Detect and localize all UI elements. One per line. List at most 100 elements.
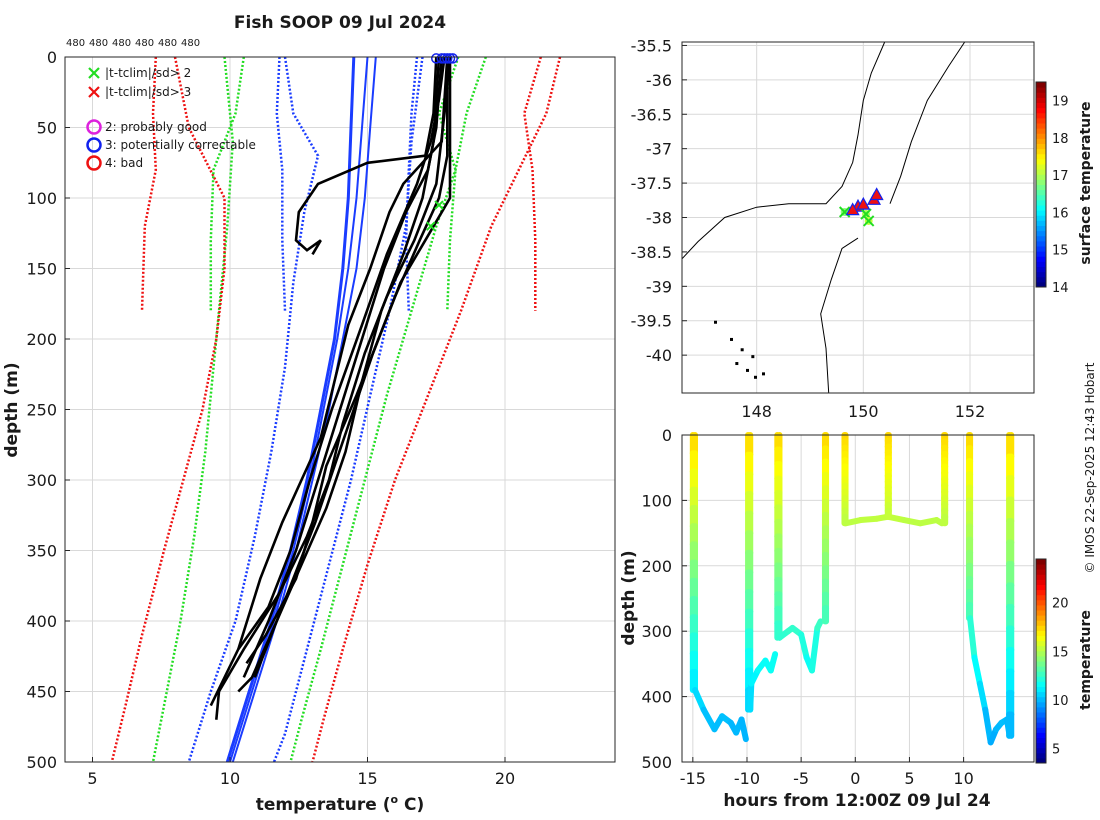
map-ytick-label: -39 [646,277,672,296]
depth-time-colorbar-segment [1036,732,1046,738]
map-ytick-label: -38.5 [631,243,672,262]
map-colorbar-segment [1036,174,1046,180]
map-xtick-label: 152 [955,402,986,421]
profile-xtick-label: 10 [220,769,240,788]
map-panel: 148 150 152 -35.5 -36 -36.5 -37 -37.5 -38 -38.5 -3… [631,36,1094,421]
top-count-label: 480 [66,38,85,49]
climatology-line [110,56,226,763]
depth-time-colorbar-segment [1036,559,1046,565]
profile-ytick-label: 400 [26,612,57,631]
outlier-2sd-marker [434,200,444,210]
cast-bottom-segment [700,706,718,733]
map-colorbar-tick-label: 16 [1052,206,1069,221]
profile-xtick-label: 20 [495,769,515,788]
depth-time-colorbar-tick-label: 15 [1052,645,1069,660]
depth-time-colorbar-tick-label: 5 [1052,742,1060,757]
flag-3-marker [442,53,453,64]
map-colorbar-segment [1036,276,1046,283]
legend-circle-marker [86,137,102,153]
depth-time-colorbar-segment [1036,696,1046,703]
map-colorbar-segment [1036,87,1046,93]
map-ytick-label: -36 [646,71,672,90]
cast-bottom-segment [971,654,983,687]
map-colorbar-segment [1036,220,1046,226]
climatology-line [231,56,377,763]
depth-time-ytick-label: 500 [641,753,672,772]
map-colorbar-segment [1036,138,1046,144]
cast-bottom-segment [933,517,945,527]
cast-bottom-segment [808,624,821,674]
map-grid [682,42,1034,393]
map-points [838,187,884,227]
map-colorbar-segment [1036,82,1046,88]
depth-time-colorbar-segment [1036,752,1046,759]
map-ytick-label: -39.5 [631,312,672,331]
temperature-profile [242,56,443,678]
climatology-line [437,56,460,311]
top-counts: 480 480 480 480 480 480 [66,38,200,49]
map-xtick-label: 148 [741,402,772,421]
map-ytick-label: -37.5 [631,174,672,193]
map-colorbar-segment [1036,133,1046,139]
climatology-line [272,56,424,763]
map-colorbar-segment [1036,189,1046,196]
depth-time-colorbar-segment [1036,584,1046,591]
legend-label: 3: potentially correctable [105,138,256,152]
map-colorbar: 14 15 16 17 18 19 [1035,81,1069,296]
map-colorbar-segment [1036,215,1046,221]
island-marker [730,337,733,341]
depth-time-xtick-label: 5 [904,769,914,788]
profile-ytick-label: 150 [26,260,57,279]
legend-x-marker [88,67,100,79]
top-count-label: 480 [135,38,154,49]
profile-ytick-label: 0 [47,48,57,67]
climatology-line [187,56,320,763]
profile-ytick-label: 200 [26,330,57,349]
map-colorbar-segment [1036,230,1046,237]
map-ytick-label: -40 [646,346,672,365]
depth-time-colorbar-tick-label: 20 [1052,597,1069,612]
depth-time-colorbar-segment [1036,640,1046,647]
map-colorbar-segment [1036,117,1046,124]
map-coastline [681,41,966,394]
depth-time-colorbar-segment [1036,681,1046,687]
cast-bottom-segment [976,680,989,713]
depth-time-colorbar-segment [1036,599,1046,606]
depth-time-colorbar-segment [1036,579,1046,585]
map-colorbar-segment [1036,148,1046,155]
map-colorbar-segment [1036,184,1046,191]
temperature-profile [215,56,452,720]
profile-ylabel: depth (m) [2,362,22,457]
depth-time-casts [689,432,1015,746]
imos-credit: © IMOS 22-Sep-2025 12:43 Hobart [1083,362,1097,573]
map-ticks: 148 150 152 -35.5 -36 -36.5 -37 -37.5 -38 -38.5 -3… [631,36,986,421]
map-colorbar-tick-label: 18 [1052,132,1069,147]
depth-time-colorbar-segment [1036,655,1046,662]
map-colorbar-segment [1036,246,1046,252]
depth-time-colorbar-segment [1036,717,1046,723]
depth-time-colorbar-segment [1036,615,1046,621]
coastline [820,237,859,394]
temperature-profile [237,56,441,693]
figure-title: Fish SOOP 09 Jul 2024 [234,13,446,33]
cast-bottom-segment [691,687,707,713]
flagged-cast-marker [845,202,860,216]
profile-markers [426,53,458,231]
depth-time-colorbar-segment [1036,620,1046,626]
depth-time-xtick-label: -10 [734,769,760,788]
climatology-line [209,56,246,311]
depth-time-colorbar-segment [1036,737,1046,744]
climatology-line [140,56,158,311]
depth-time-xtick-label: -5 [793,769,809,788]
map-colorbar-segment [1036,205,1046,211]
depth-time-ylabel: depth (m) [619,550,639,645]
depth-time-colorbar: 5 10 15 20 [1035,558,1069,764]
map-colorbar-segment [1036,235,1046,242]
map-colorbar-segment [1036,251,1046,257]
depth-time-ytick-label: 400 [641,688,672,707]
temperature-profile [253,57,449,678]
legend-label: 4: bad [105,156,143,170]
